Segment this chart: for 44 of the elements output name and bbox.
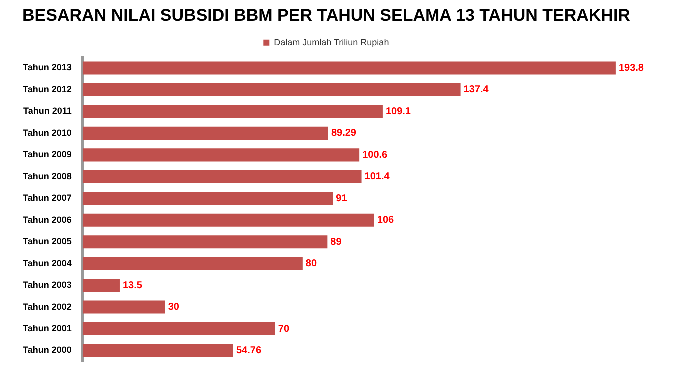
chart-title: BESARAN NILAI SUBSIDI BBM PER TAHUN SELAMA 13 TAHUN TERAKHIR bbox=[22, 6, 630, 25]
y-tick-label: Tahun 2006 bbox=[22, 214, 72, 225]
bar bbox=[82, 300, 166, 314]
y-tick-label: Tahun 2005 bbox=[22, 236, 72, 247]
y-tick-label: Tahun 2010 bbox=[22, 128, 72, 138]
data-label: 89 bbox=[330, 236, 342, 248]
bar bbox=[82, 257, 303, 270]
data-label: 54.76 bbox=[236, 345, 262, 356]
data-label: 101.4 bbox=[364, 172, 390, 183]
data-label: 30 bbox=[168, 302, 180, 314]
y-tick-label: Tahun 2007 bbox=[22, 193, 72, 204]
bar bbox=[82, 344, 234, 358]
data-label: 89.29 bbox=[331, 128, 357, 140]
data-label: 80 bbox=[306, 258, 318, 270]
y-tick-label: Tahun 2003 bbox=[22, 280, 72, 290]
y-tick-label: Tahun 2000 bbox=[22, 345, 72, 356]
data-label: 91 bbox=[336, 193, 348, 204]
bar bbox=[82, 279, 120, 292]
y-tick-label: Tahun 2004 bbox=[22, 258, 72, 268]
data-label: 70 bbox=[278, 324, 290, 335]
data-label: 106 bbox=[377, 215, 395, 226]
bar bbox=[82, 148, 360, 162]
bar bbox=[82, 105, 383, 118]
data-label: 109.1 bbox=[386, 106, 412, 118]
data-label: 13.5 bbox=[122, 280, 143, 292]
y-tick-label: Tahun 2001 bbox=[22, 323, 72, 334]
data-label: 100.6 bbox=[362, 150, 388, 161]
bar bbox=[82, 214, 374, 227]
y-tick-label: Tahun 2009 bbox=[22, 150, 72, 160]
data-label: 137.4 bbox=[464, 84, 490, 96]
y-tick-label: Tahun 2012 bbox=[22, 84, 72, 94]
legend-label: Dalam Jumlah Triliun Rupiah bbox=[274, 37, 390, 48]
bar bbox=[82, 62, 616, 75]
bar bbox=[82, 322, 276, 336]
bar bbox=[82, 192, 334, 206]
y-tick-label: Tahun 2011 bbox=[23, 106, 72, 116]
bar bbox=[82, 83, 461, 97]
bar bbox=[82, 236, 328, 249]
y-tick-label: Tahun 2008 bbox=[22, 171, 72, 182]
y-tick-label: Tahun 2002 bbox=[22, 302, 72, 312]
data-label: 193.8 bbox=[618, 63, 644, 74]
bar bbox=[82, 170, 362, 184]
y-tick-label: Tahun 2013 bbox=[22, 62, 72, 73]
bar bbox=[82, 126, 328, 140]
